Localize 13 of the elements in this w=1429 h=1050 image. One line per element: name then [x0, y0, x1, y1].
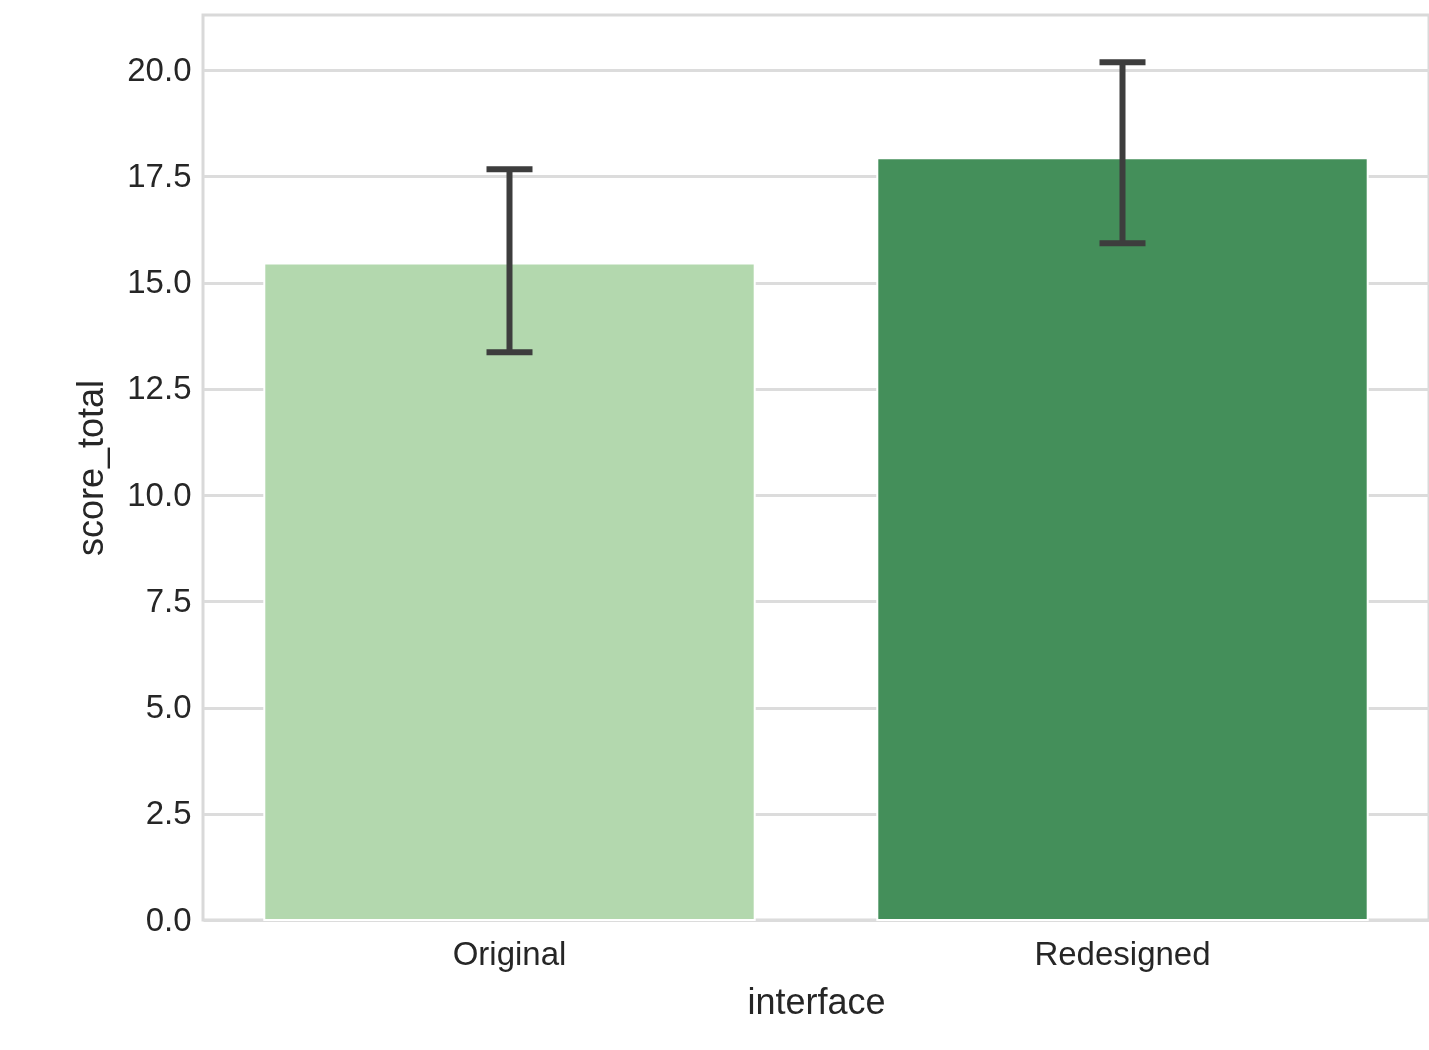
y-tick-label: 12.5 — [127, 369, 192, 407]
y-tick-label: 17.5 — [127, 156, 192, 194]
y-tick-label: 5.0 — [145, 688, 192, 726]
y-tick-label: 7.5 — [145, 581, 192, 619]
x-tick-label: Original — [452, 934, 567, 972]
y-tick-label: 0.0 — [145, 900, 192, 938]
y-tick-label: 2.5 — [145, 794, 192, 832]
y-tick-label: 10.0 — [127, 475, 192, 513]
x-tick-label: Redesigned — [1034, 934, 1211, 972]
x-axis-title: interface — [747, 980, 886, 1022]
y-axis-title: score_total — [70, 379, 112, 557]
y-tick-label: 15.0 — [127, 263, 192, 301]
y-tick-label: 20.0 — [127, 50, 192, 88]
